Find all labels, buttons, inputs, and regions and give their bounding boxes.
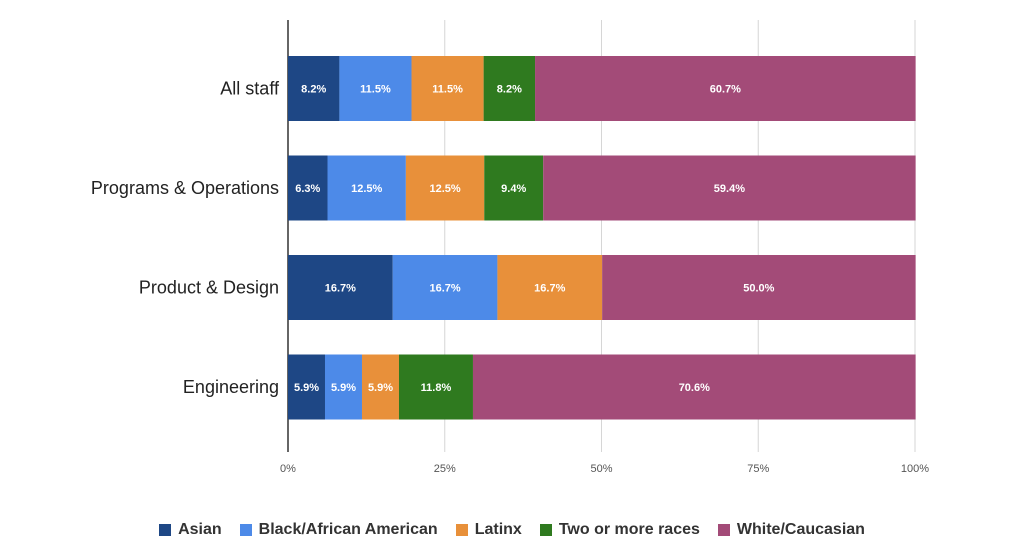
category-label: Engineering [183,377,279,397]
legend-item: Black/African American [239,521,438,539]
legend: Asian Black/African American Latinx Two or … [0,518,1024,542]
data-label: 12.5% [351,183,382,195]
category-label: Product & Design [139,278,279,298]
bar-segment [324,354,362,420]
legend-label: Black/African American [258,521,438,538]
data-label: 5.9% [368,382,393,394]
legend-item: Asian [159,521,222,539]
bar-segment [288,155,328,221]
data-label: 5.9% [331,382,356,394]
data-label: 11.5% [432,84,463,96]
data-label: 16.7% [429,283,460,295]
legend-label: Asian [178,521,222,538]
bar-segment [288,255,393,320]
bar-segment [602,255,916,320]
stacked-bar-chart: 8.2% 11.5% 11.5% 8.2% 60.7% 6.3% 12.5% 12.5% 9.4… [91,20,929,475]
data-label: 11.5% [360,84,391,96]
tick-label: 25% [434,463,456,475]
bars: 8.2% 11.5% 11.5% 8.2% 60.7% 6.3% 12.5% 12.5% 9.4… [288,56,916,420]
data-label: 11.8% [421,382,452,394]
data-label: 9.4% [501,183,526,195]
legend-label: Two or more races [558,521,700,538]
data-label: 12.5% [429,183,460,195]
bar-segment [339,56,412,121]
x-axis-ticks: 0% 25% 50% 75% 100% [280,463,929,475]
data-label: 59.4% [714,183,745,195]
bar-segment [288,56,340,121]
bar-segment [392,255,498,320]
data-label: 8.2% [497,84,522,96]
data-label: 60.7% [710,84,741,96]
bar-segment [398,354,473,420]
tick-label: 0% [280,463,296,475]
category-label: Programs & Operations [91,178,279,198]
legend-swatch [539,524,552,536]
bar-segment [405,155,485,221]
tick-label: 75% [747,463,769,475]
bar-segment [497,255,603,320]
legend-swatch [455,524,468,536]
data-label: 70.6% [679,382,710,394]
tick-label: 100% [901,463,929,475]
bar-segment [543,155,916,221]
bar-segment [288,354,325,420]
data-label: 16.7% [534,283,565,295]
data-label: 5.9% [294,382,319,394]
legend-label: White/Caucasian [736,521,865,538]
bar-segment [472,354,916,420]
legend-swatch [239,524,252,536]
legend-label: Latinx [474,521,522,538]
bar-segment [483,56,536,121]
legend-item: Two or more races [539,521,700,539]
bar-segment [535,56,916,121]
legend-item: White/Caucasian [717,521,865,539]
data-label: 8.2% [301,84,326,96]
legend-item: Latinx [455,521,522,539]
legend-swatch [717,524,730,536]
data-label: 16.7% [325,283,356,295]
bar-segment [484,155,544,221]
bar-segment [411,56,484,121]
category-label: All staff [220,79,280,99]
legend-swatch [159,524,172,536]
data-label: 50.0% [743,283,774,295]
bar-segment [361,354,399,420]
tick-label: 50% [590,463,612,475]
data-label: 6.3% [295,183,320,195]
bar-segment [327,155,406,221]
category-labels: All staff Programs & Operations Product & … [91,79,280,398]
